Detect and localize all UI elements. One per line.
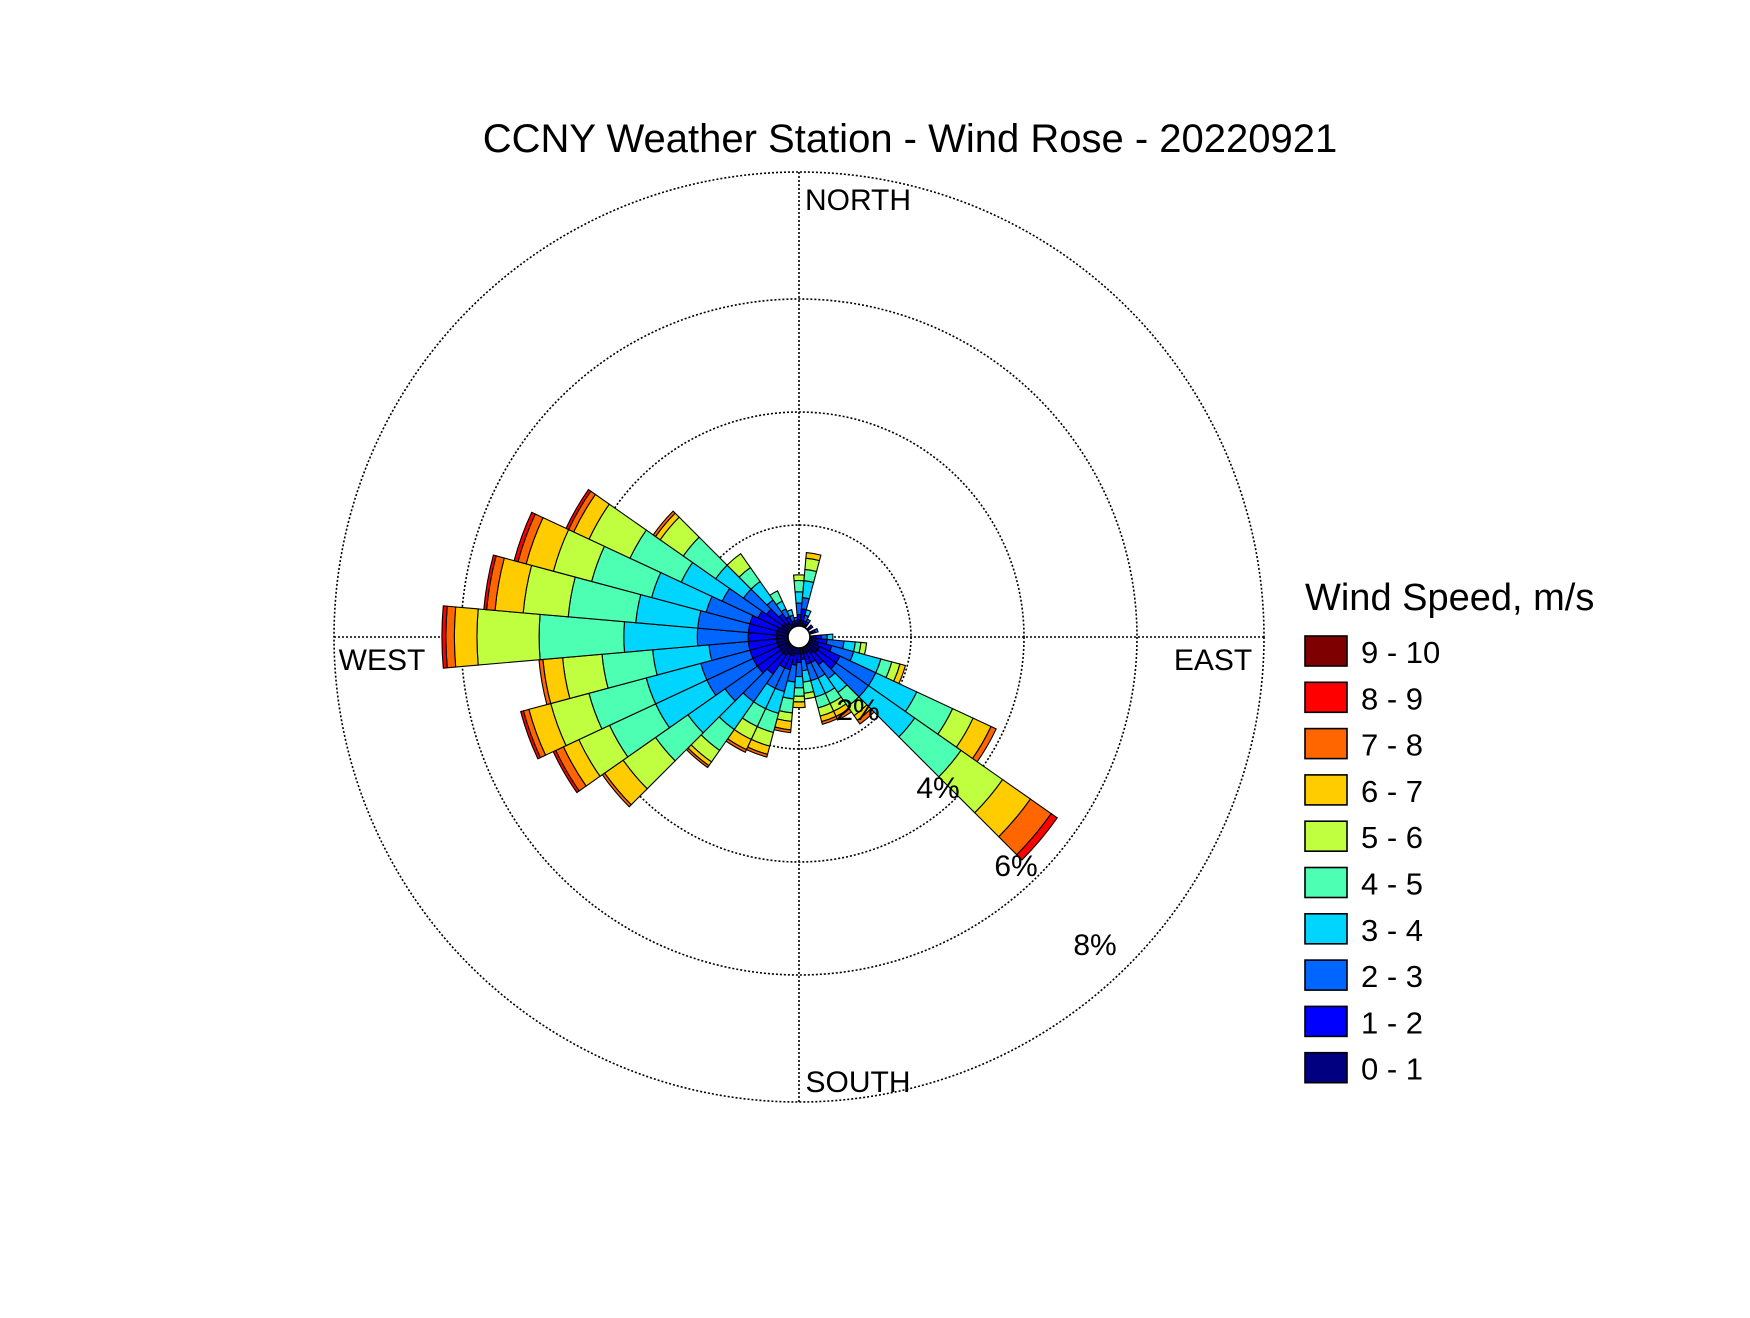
direction-label-north: NORTH (805, 184, 911, 217)
sector-0-bin-6 (792, 574, 806, 582)
legend-label-6: 4 - 5 (1361, 867, 1423, 902)
legend-label-4: 6 - 7 (1361, 774, 1423, 809)
legend-swatch-3 (1304, 727, 1348, 760)
direction-label-west: WEST (339, 644, 426, 677)
legend-swatch-2 (1304, 681, 1348, 714)
sector-50-bin-2 (808, 624, 814, 630)
sector-0-bin-5 (793, 579, 805, 593)
sector-170-bin-6 (803, 690, 816, 700)
legend: Wind Speed, m/s 9 - 10 8 - 9 7 - 8 6 - 7 5 -… (1304, 577, 1594, 1087)
legend-label-9: 1 - 2 (1361, 1005, 1423, 1040)
sector-150-bin-8 (835, 707, 853, 721)
sector-10-bin-7 (805, 551, 822, 562)
legend-label-3: 7 - 8 (1361, 728, 1423, 763)
center-hub (787, 625, 811, 649)
sector-330-bin-5 (769, 590, 784, 606)
legend-swatch-8 (1304, 959, 1348, 991)
direction-label-south: SOUTH (806, 1066, 911, 1099)
legend-swatch-1 (1304, 635, 1348, 667)
sector-10-bin-4 (801, 580, 815, 600)
sector-310-bin-8 (652, 510, 676, 538)
legend-swatch-6 (1304, 866, 1348, 899)
ring-label-4: 4% (916, 772, 959, 805)
sector-320-bin-6 (726, 552, 752, 578)
sector-140-bin-8 (856, 708, 875, 725)
sector-10-bin-3 (800, 597, 810, 611)
sector-270-bin-7 (453, 606, 479, 668)
sector-290-bin-9 (513, 511, 537, 563)
sector-350-bin-3 (793, 616, 799, 622)
legend-swatch-4 (1304, 774, 1348, 806)
chart-title: CCNY Weather Station - Wind Rose - 20220… (483, 117, 1338, 161)
legend-label-8: 2 - 3 (1361, 959, 1423, 994)
sector-160-bin-8 (820, 715, 838, 725)
legend-label-1: 9 - 10 (1361, 635, 1440, 670)
ring-label-8: 8% (1073, 929, 1116, 962)
ring-label-2: 2% (836, 694, 879, 727)
ring-label-6: 6% (994, 850, 1037, 883)
legend-swatch-9 (1304, 1005, 1348, 1038)
legend-label-10: 0 - 1 (1361, 1052, 1423, 1087)
sector-300-bin-9 (565, 488, 592, 531)
legend-label-5: 5 - 6 (1361, 820, 1423, 855)
grid-labels: NORTH SOUTH WEST EAST 2% 4% 6% 8% (339, 184, 1253, 1099)
legend-swatch-7 (1304, 912, 1348, 945)
legend-label-2: 8 - 9 (1361, 681, 1423, 716)
sector-180-bin-6 (792, 695, 806, 703)
sector-270-bin-9 (441, 605, 448, 669)
sector-20-bin-4 (804, 609, 812, 618)
sector-270-bin-6 (476, 608, 541, 666)
sector-270-bin-8 (445, 605, 457, 669)
legend-swatch-5 (1304, 820, 1348, 853)
legend-swatch-10 (1304, 1051, 1348, 1084)
sector-280-bin-9 (483, 554, 497, 611)
legend-title: Wind Speed, m/s (1305, 577, 1594, 619)
wind-sectors (441, 488, 1059, 861)
sector-250-bin-9 (519, 710, 542, 760)
sector-180-bin-5 (793, 687, 805, 697)
sector-130-bin-9 (1015, 812, 1059, 861)
legend-label-7: 3 - 4 (1361, 913, 1423, 948)
sector-180-bin-7 (792, 701, 806, 709)
sector-340-bin-4 (786, 609, 794, 618)
sector-70-bin-3 (813, 627, 819, 634)
sector-30-bin-3 (805, 618, 812, 624)
direction-label-east: EAST (1174, 644, 1252, 677)
